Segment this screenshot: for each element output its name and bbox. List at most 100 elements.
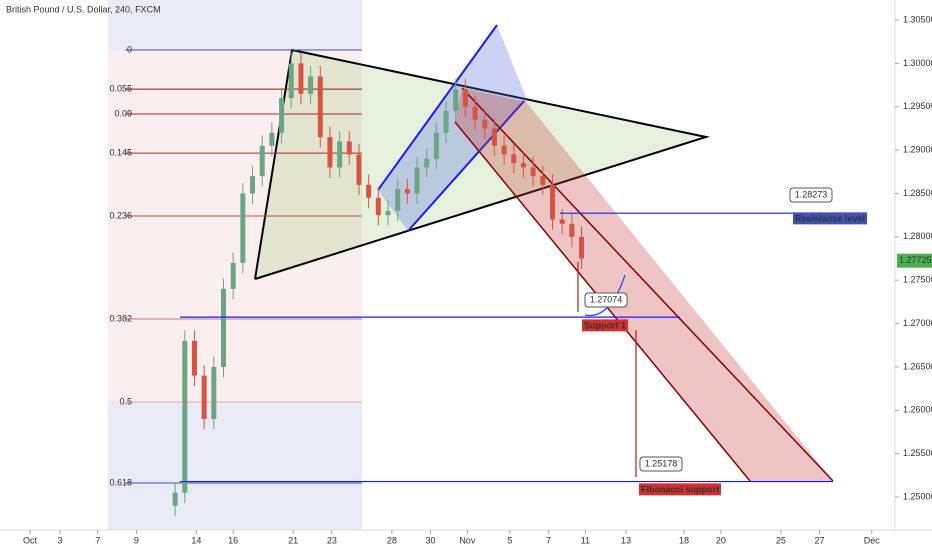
candle-body (414, 167, 420, 194)
y-tick-label: 1.28500 (903, 188, 932, 198)
candle-body (433, 132, 439, 159)
candle-body (366, 184, 372, 198)
candle-body (250, 176, 256, 194)
x-tick-label: 28 (387, 535, 397, 545)
candle-body (472, 106, 478, 120)
x-tick-label: Dec (864, 535, 881, 545)
candle-body (385, 210, 391, 216)
fib-label: 0 (127, 44, 132, 54)
y-tick-label: 1.27500 (903, 275, 932, 285)
candle-body (172, 492, 178, 506)
candle-body (346, 141, 352, 155)
price-callout (639, 456, 683, 472)
last-price-bg (897, 253, 932, 268)
candle-body (221, 288, 227, 367)
y-tick-label: 1.30000 (903, 58, 932, 68)
x-tick-label: 7 (95, 535, 100, 545)
candle-body (279, 98, 285, 133)
candle-body (288, 63, 294, 99)
x-tick-label: 9 (134, 535, 139, 545)
x-tick-label: 14 (191, 535, 201, 545)
x-tick-label: 16 (228, 535, 238, 545)
candle-body (356, 154, 362, 185)
y-tick-label: 1.26500 (903, 361, 932, 371)
candle-body (462, 89, 468, 107)
x-tick-label: 13 (621, 535, 631, 545)
y-tick-label: 1.29000 (903, 144, 932, 154)
triangle-pattern (254, 48, 710, 280)
candle-body (549, 184, 555, 220)
candle-body (308, 76, 314, 94)
candle-body (211, 366, 217, 419)
level-label: Resistance level (795, 213, 865, 223)
candle-body (182, 340, 188, 493)
level-label-bg (582, 319, 628, 332)
candle-body (491, 128, 497, 146)
candle-body (327, 137, 333, 168)
candle-body (240, 193, 246, 263)
x-tick-label: 21 (288, 535, 298, 545)
candle-body (230, 262, 236, 289)
fib-label: 0.382 (109, 313, 132, 323)
level-label: Fibonacci support (641, 484, 719, 494)
down-channel-fill (455, 88, 833, 481)
candle-body (482, 119, 488, 129)
candle-body (191, 340, 197, 376)
candle-body (259, 145, 265, 177)
price-callout-text: 1.27074 (590, 294, 623, 304)
candle-body (443, 111, 449, 133)
channel-line (407, 100, 525, 232)
level-label-bg (638, 483, 722, 496)
candle-body (579, 236, 585, 259)
x-tick-label: 20 (716, 535, 726, 545)
x-tick-label: 11 (581, 535, 590, 545)
y-tick-label: 1.27000 (903, 318, 932, 328)
x-tick-label: 27 (815, 535, 825, 545)
x-tick-label: 7 (546, 535, 551, 545)
y-tick-label: 1.28000 (903, 231, 932, 241)
y-tick-label: 1.26000 (903, 405, 932, 415)
price-callout (789, 187, 833, 203)
fib-label: 0.145 (109, 147, 132, 157)
fib-label: 0.618 (109, 477, 132, 487)
price-callout (584, 292, 628, 308)
level-label-bg (792, 212, 868, 225)
candle-body (375, 197, 381, 216)
x-tick-label: 18 (679, 535, 689, 545)
fib-zone (108, 402, 362, 530)
candle-body (501, 145, 507, 155)
fib-label: 0.055 (109, 83, 132, 93)
candle-body (404, 189, 410, 194)
x-tick-label: 30 (426, 535, 436, 545)
chart-title: British Pound / U.S. Dollar, 240, FXCM (6, 4, 161, 14)
candle-body (530, 167, 536, 177)
x-tick-label: Nov (459, 535, 476, 545)
price-callout-text: 1.25178 (645, 458, 678, 468)
channel-line (377, 24, 498, 191)
candle-body (511, 154, 517, 164)
candle-body (559, 219, 565, 224)
y-tick-label: 1.25000 (903, 491, 932, 501)
x-tick-label: 5 (507, 535, 512, 545)
fib-label: 0.09 (114, 108, 132, 118)
level-label: Support 1 (584, 320, 626, 330)
triangle-fill (255, 50, 706, 279)
y-tick-label: 1.25500 (903, 448, 932, 458)
fib-label: 0.5 (119, 396, 132, 406)
y-tick-label: 1.30500 (903, 14, 932, 24)
candle-body (298, 63, 304, 94)
candle-body (317, 76, 323, 138)
last-price: 1.27725 (899, 255, 932, 265)
y-tick-label: 1.29500 (903, 101, 932, 111)
price-callout-text: 1.28273 (795, 189, 828, 199)
candle-body (201, 375, 207, 419)
x-tick-label: 25 (776, 535, 786, 545)
fib-label: 0.236 (109, 210, 132, 220)
candle-body (569, 223, 575, 237)
candle-body (269, 132, 275, 146)
x-tick-label: 23 (327, 535, 337, 545)
candle-body (540, 176, 546, 185)
x-tick-label: Oct (23, 535, 38, 545)
candle-body (337, 141, 343, 168)
